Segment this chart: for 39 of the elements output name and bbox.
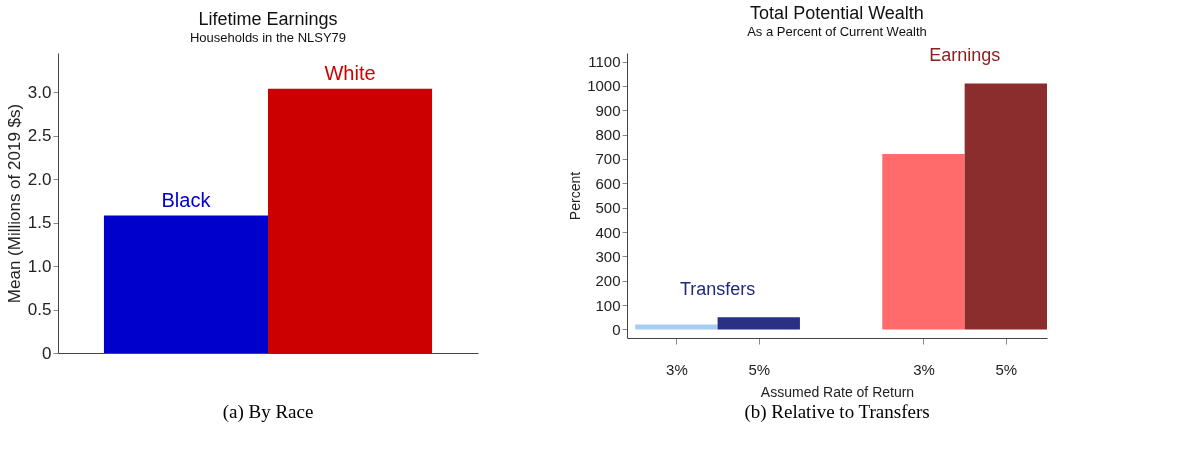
bar	[717, 317, 800, 330]
y-tick-label: 400	[595, 223, 621, 241]
y-tick-label: 0	[612, 320, 621, 338]
y-tick-label: 700	[595, 150, 621, 168]
y-tick-label: 0.5	[27, 300, 52, 320]
y-tick-label: 600	[595, 174, 621, 192]
series-label: Transfers	[679, 279, 756, 300]
x-tick-label: Black	[161, 188, 212, 211]
y-tick-label: 1000	[587, 77, 621, 95]
bar	[964, 83, 1047, 330]
y-tick-label: 100	[595, 296, 621, 314]
y-tick-label: 0	[42, 343, 52, 363]
y-tick-label: 900	[595, 101, 621, 119]
y-tick-label: 300	[595, 247, 621, 265]
y-tick-label: 200	[595, 272, 621, 290]
y-tick-label: 500	[595, 199, 621, 217]
x-axis-title: Assumed Rate of Return	[760, 383, 915, 400]
y-tick-label: 2.0	[27, 169, 52, 189]
y-tick-label: 3.0	[27, 82, 52, 102]
chart-title: Lifetime Earnings	[198, 9, 338, 29]
y-tick-label: 1.5	[27, 213, 52, 233]
chart-title: Total Potential Wealth	[750, 3, 924, 24]
chart-subtitle: Households in the NLSY79	[189, 30, 347, 45]
y-axis-title: Percent	[567, 171, 584, 221]
x-tick-label: 5%	[995, 360, 1018, 378]
x-tick-label: 3%	[666, 360, 688, 378]
y-tick-label: 1.0	[27, 256, 52, 276]
text: (a) By Race	[222, 401, 314, 423]
x-tick-label: 5%	[748, 360, 771, 378]
y-tick-label: 2.5	[27, 126, 52, 146]
x-tick-label: White	[324, 61, 376, 84]
chart-subtitle: As a Percent of Current Wealth	[747, 24, 927, 40]
series-label: Earnings	[929, 45, 1001, 66]
y-tick-label: 1100	[588, 53, 621, 71]
y-axis-title: Mean (Millions of 2019 $s)	[4, 103, 24, 304]
y-tick-label: 800	[595, 126, 621, 144]
text: (b) Relative to Transfers	[744, 401, 930, 423]
bar	[882, 154, 965, 330]
x-tick-label: 3%	[913, 360, 935, 378]
